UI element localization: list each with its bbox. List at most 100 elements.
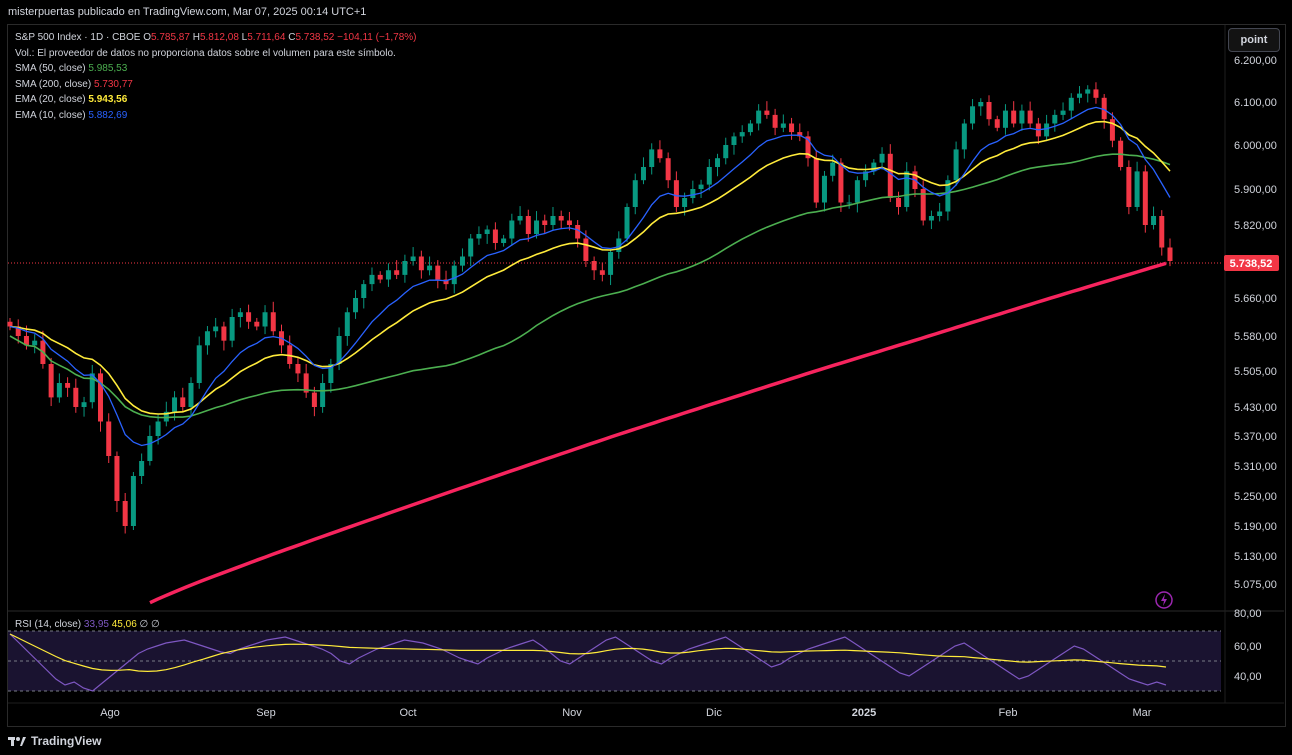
price-axis[interactable]: 6.200,00 6.100,00 6.000,00 5.900,00 5.820,00…	[1234, 55, 1277, 591]
tradingview-brand[interactable]: TradingView	[8, 734, 101, 748]
candle-body	[213, 326, 219, 332]
candle-body	[361, 284, 367, 298]
rsi-tick-label: 60,00	[1234, 641, 1262, 653]
candle-body	[780, 123, 786, 128]
price-tick-label: 5.250,00	[1234, 491, 1277, 503]
candle-body	[863, 171, 869, 181]
rsi-ma-value: 45,06	[111, 619, 137, 630]
rsi-legend[interactable]: RSI (14, close) 33,95 45,06 ∅ ∅	[15, 619, 160, 630]
candle-body	[1027, 110, 1033, 124]
sma200-line	[149, 261, 1167, 605]
candle-body	[1126, 167, 1132, 207]
candle-body	[608, 252, 614, 275]
price-tick-label: 5.505,00	[1234, 366, 1277, 378]
candle-body	[920, 189, 926, 221]
symbol-row[interactable]: S&P 500 Index · 1D · CBOE O5.785,87 H5.8…	[15, 30, 416, 46]
candle-body	[492, 229, 498, 243]
candle-body	[715, 158, 721, 167]
published-note: misterpuertas publicado en TradingView.c…	[8, 6, 367, 18]
candle-body	[731, 136, 737, 145]
candle-body	[139, 461, 145, 476]
candle-body	[1134, 171, 1140, 207]
candle-body	[854, 180, 860, 203]
candle-body	[1002, 110, 1008, 128]
last-price-label: 5.738,52	[1230, 258, 1273, 270]
candle-body	[369, 274, 375, 285]
candle-body	[994, 119, 1000, 128]
candle-body	[311, 392, 317, 407]
indicator-value: 5.882,69	[88, 109, 128, 121]
ohlc-o-label: O	[143, 32, 151, 43]
time-axis[interactable]: Ago Sep Oct Nov Dic 2025 Feb Mar	[100, 707, 1152, 719]
candle-body	[657, 149, 663, 159]
candle-body	[163, 411, 169, 422]
candle-body	[427, 265, 433, 271]
time-tick-label: Feb	[999, 707, 1018, 719]
candle-body	[1060, 110, 1066, 115]
brand-name: TradingView	[31, 734, 102, 748]
candle-body	[525, 216, 531, 234]
indicator-sma50[interactable]: SMA (50, close) 5.985,53	[15, 61, 416, 77]
candle-body	[204, 331, 210, 346]
indicator-sma200[interactable]: SMA (200, close) 5.730,77	[15, 77, 416, 93]
candle-body	[723, 145, 729, 159]
candle-body	[953, 149, 959, 181]
candle-body	[114, 456, 120, 501]
candle-body	[196, 345, 202, 383]
candle-body	[542, 220, 548, 225]
lightning-bolt	[1161, 594, 1167, 606]
rsi-ma-line	[9, 633, 1167, 673]
price-tick-label: 6.100,00	[1234, 97, 1277, 109]
candle-body	[566, 220, 572, 225]
ohlc-open: 5.785,87	[151, 32, 190, 43]
candle-body	[970, 106, 976, 124]
last-price-tag	[1224, 255, 1279, 271]
candle-body	[385, 270, 391, 280]
candle-body	[789, 123, 795, 133]
candle-body	[353, 298, 359, 313]
candle-body	[591, 261, 597, 271]
candle-body	[1109, 119, 1115, 141]
price-tick-label: 5.075,00	[1234, 579, 1277, 591]
indicator-ema10[interactable]: EMA (10, close) 5.882,69	[15, 108, 416, 124]
candle-body	[978, 102, 984, 107]
ohlc-c-label: C	[288, 32, 296, 43]
time-tick-label: Nov	[562, 707, 582, 719]
lightning-icon[interactable]	[1155, 591, 1173, 609]
candle-body	[484, 229, 490, 234]
candle-body	[336, 336, 342, 364]
ema20-line	[9, 120, 1171, 415]
top-bar: misterpuertas publicado en TradingView.c…	[0, 0, 1292, 24]
candle-body	[879, 153, 885, 163]
candle-body	[97, 373, 103, 422]
candle-body	[1011, 110, 1017, 124]
symbol-name: S&P 500 Index · 1D · CBOE	[15, 32, 141, 43]
candle-body	[7, 321, 13, 327]
price-tick-label: 5.580,00	[1234, 331, 1277, 343]
candle-body	[649, 149, 655, 167]
time-tick-label: 2025	[852, 707, 876, 719]
rsi-axis[interactable]: 80,00 60,00 40,00	[1234, 608, 1262, 683]
time-tick-label: Sep	[256, 707, 276, 719]
candle-body	[772, 114, 778, 128]
indicator-label: SMA (200, close)	[15, 78, 92, 90]
candle-body	[616, 238, 622, 252]
price-tick-label: 5.310,00	[1234, 461, 1277, 473]
candle-body	[846, 202, 852, 204]
candle-body	[221, 326, 227, 341]
candle-body	[1167, 247, 1173, 261]
scale-mode-button[interactable]: point	[1228, 28, 1280, 52]
candle-body	[23, 336, 29, 346]
candle-body	[237, 312, 243, 317]
candle-body	[106, 421, 112, 456]
candle-body	[501, 238, 507, 243]
price-tick-label: 5.820,00	[1234, 220, 1277, 232]
chart-frame[interactable]	[7, 24, 1286, 727]
candle-body	[410, 256, 416, 261]
candle-body	[81, 402, 87, 407]
candle-body	[1068, 97, 1074, 111]
price-tick-label: 6.000,00	[1234, 140, 1277, 152]
indicator-ema20[interactable]: EMA (20, close) 5.943,56	[15, 92, 416, 108]
indicator-value: 5.943,56	[88, 94, 128, 105]
